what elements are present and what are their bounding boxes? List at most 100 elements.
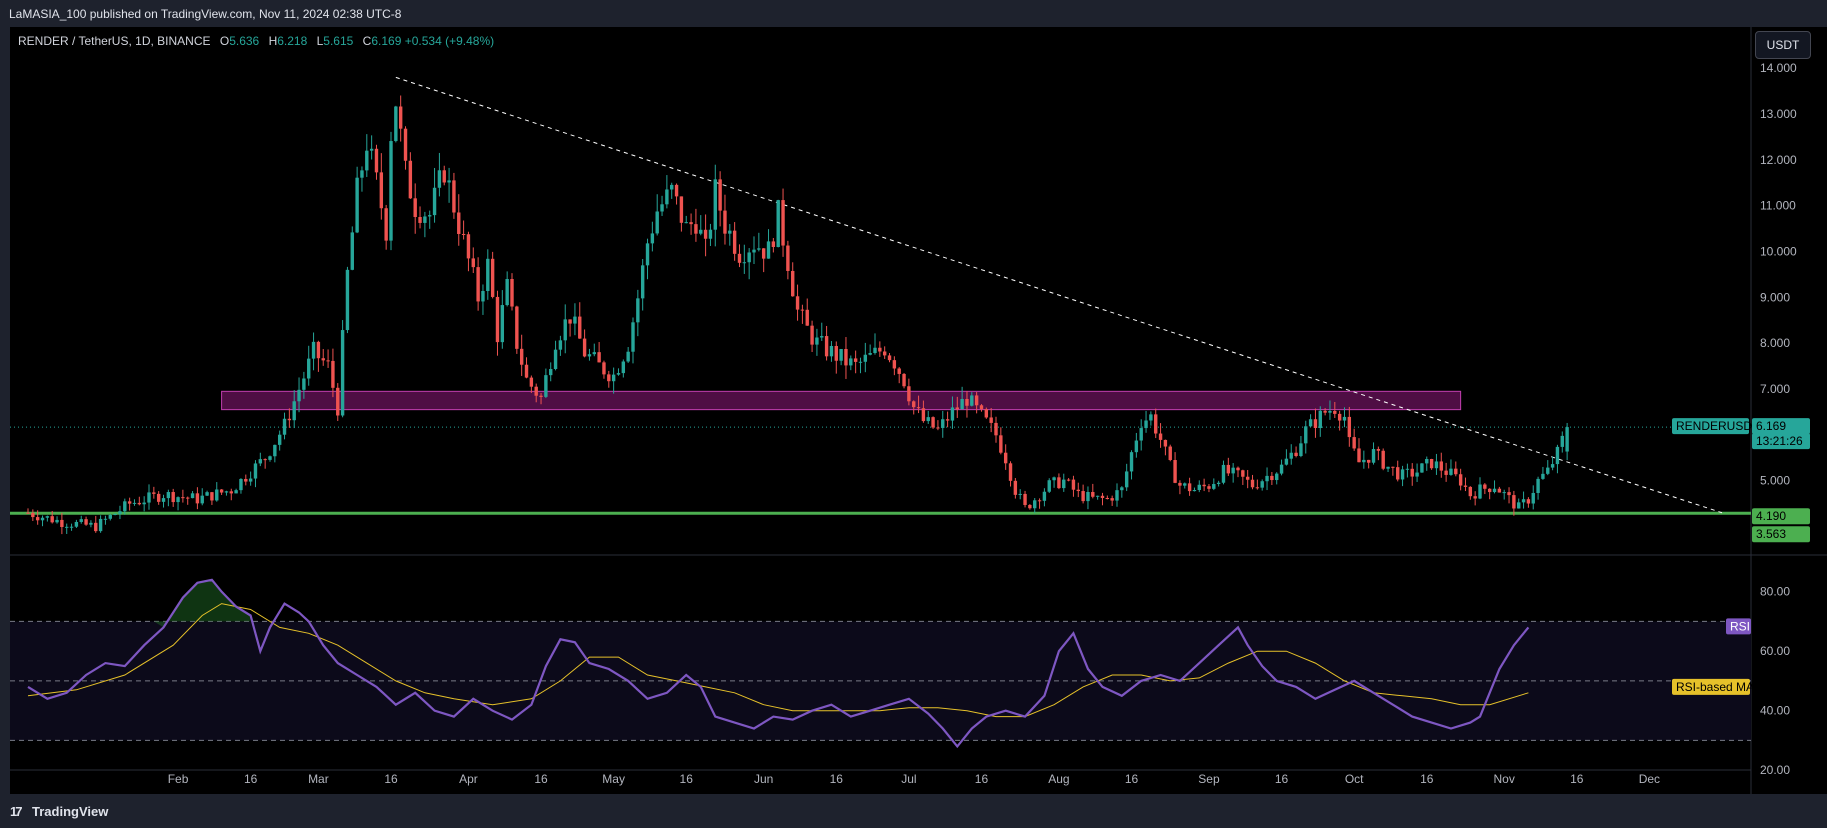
candle-body — [1308, 419, 1313, 427]
symbol-title[interactable]: RENDER / TetherUS, 1D, BINANCE — [18, 34, 211, 48]
candle — [650, 221, 655, 252]
candle — [524, 357, 529, 379]
candle — [558, 335, 563, 356]
candle-body — [490, 258, 495, 297]
candle — [1207, 484, 1211, 493]
candle — [452, 172, 456, 219]
candle-body — [1110, 498, 1114, 501]
candle-body — [321, 358, 325, 361]
candle — [660, 195, 664, 216]
time-tick-label: 16 — [1125, 772, 1139, 786]
candle-body — [1013, 480, 1018, 495]
candle-body — [1352, 437, 1356, 449]
candle — [1526, 497, 1531, 508]
tradingview-logo[interactable]: 17 TradingView — [10, 804, 108, 819]
candle — [437, 152, 442, 197]
candle-body — [539, 395, 543, 397]
candle — [365, 134, 369, 177]
symbol-legend[interactable]: RENDER / TetherUS, 1D, BINANCE O5.636 H6… — [18, 34, 494, 48]
candle — [757, 232, 761, 252]
candle — [1008, 461, 1013, 487]
time-tick-label: 16 — [1275, 772, 1289, 786]
candle-body — [1347, 416, 1352, 438]
candle — [626, 347, 630, 363]
candle — [1154, 408, 1158, 439]
candle-body — [587, 354, 592, 357]
candle — [621, 359, 626, 378]
candle-body — [369, 148, 374, 151]
candle-body — [1071, 479, 1076, 490]
candle-body — [655, 211, 659, 234]
rsi-tag-text: RSI — [1730, 619, 1750, 633]
candle — [960, 386, 964, 410]
candle-body — [974, 395, 979, 406]
candle — [534, 383, 538, 403]
time-tick-label: 16 — [384, 772, 398, 786]
candle — [1347, 406, 1352, 447]
candle-body — [786, 245, 790, 271]
candle — [287, 408, 292, 428]
candle — [718, 171, 722, 227]
candle-body — [611, 374, 616, 382]
candle-body — [645, 243, 650, 266]
candle-body — [350, 232, 354, 270]
candle — [65, 523, 69, 534]
candle — [1163, 439, 1168, 456]
time-tick-label: Dec — [1639, 772, 1660, 786]
candle — [486, 249, 490, 300]
candle — [423, 211, 427, 238]
candle — [403, 126, 408, 170]
candle-body — [989, 417, 993, 423]
candle — [926, 410, 930, 424]
candle-body — [955, 407, 959, 410]
candle — [190, 491, 195, 499]
candle-body — [152, 492, 156, 494]
candle — [31, 509, 35, 521]
candle-body — [1066, 479, 1071, 481]
candle — [699, 215, 703, 236]
candle — [447, 167, 451, 203]
candle — [282, 412, 287, 440]
candle-body — [1444, 470, 1448, 475]
time-tick-label: Jul — [901, 772, 916, 786]
candle-body — [277, 434, 282, 445]
candle-body — [457, 212, 461, 234]
candle-body — [1241, 470, 1245, 477]
candle — [1391, 466, 1395, 476]
candle — [215, 482, 219, 502]
candle-body — [979, 405, 984, 410]
low-value: 5.615 — [323, 34, 354, 48]
candle — [999, 427, 1003, 455]
candle-body — [1221, 464, 1226, 483]
price-tick-label: 8.000 — [1760, 336, 1790, 350]
candle — [1236, 466, 1240, 478]
candle — [1187, 477, 1192, 496]
currency-button[interactable]: USDT — [1755, 31, 1811, 59]
candle — [1371, 442, 1376, 465]
candle-body — [950, 407, 955, 421]
candle — [161, 494, 166, 508]
candle — [694, 208, 698, 242]
candle-body — [113, 513, 117, 515]
candle-body — [1478, 484, 1482, 499]
symbol-price-tag-text: RENDERUSDT — [1676, 419, 1760, 433]
candle — [505, 271, 509, 307]
last-price-tag: 6.169 — [1752, 418, 1810, 435]
candle-body — [839, 348, 843, 361]
candle-body — [123, 501, 127, 512]
candle — [1565, 422, 1569, 461]
candle-body — [771, 241, 776, 247]
candle-body — [1323, 410, 1327, 413]
candle-body — [824, 336, 829, 357]
candle — [1086, 486, 1090, 510]
candle-body — [268, 456, 272, 460]
candle-body — [403, 128, 408, 161]
candle — [1444, 462, 1448, 482]
candle-body — [907, 386, 911, 402]
candle — [766, 229, 771, 259]
price-tick-label: 11.000 — [1760, 199, 1796, 213]
rsi-tick-label: 80.00 — [1760, 585, 1790, 599]
candle — [708, 223, 713, 247]
candle — [1517, 498, 1521, 509]
